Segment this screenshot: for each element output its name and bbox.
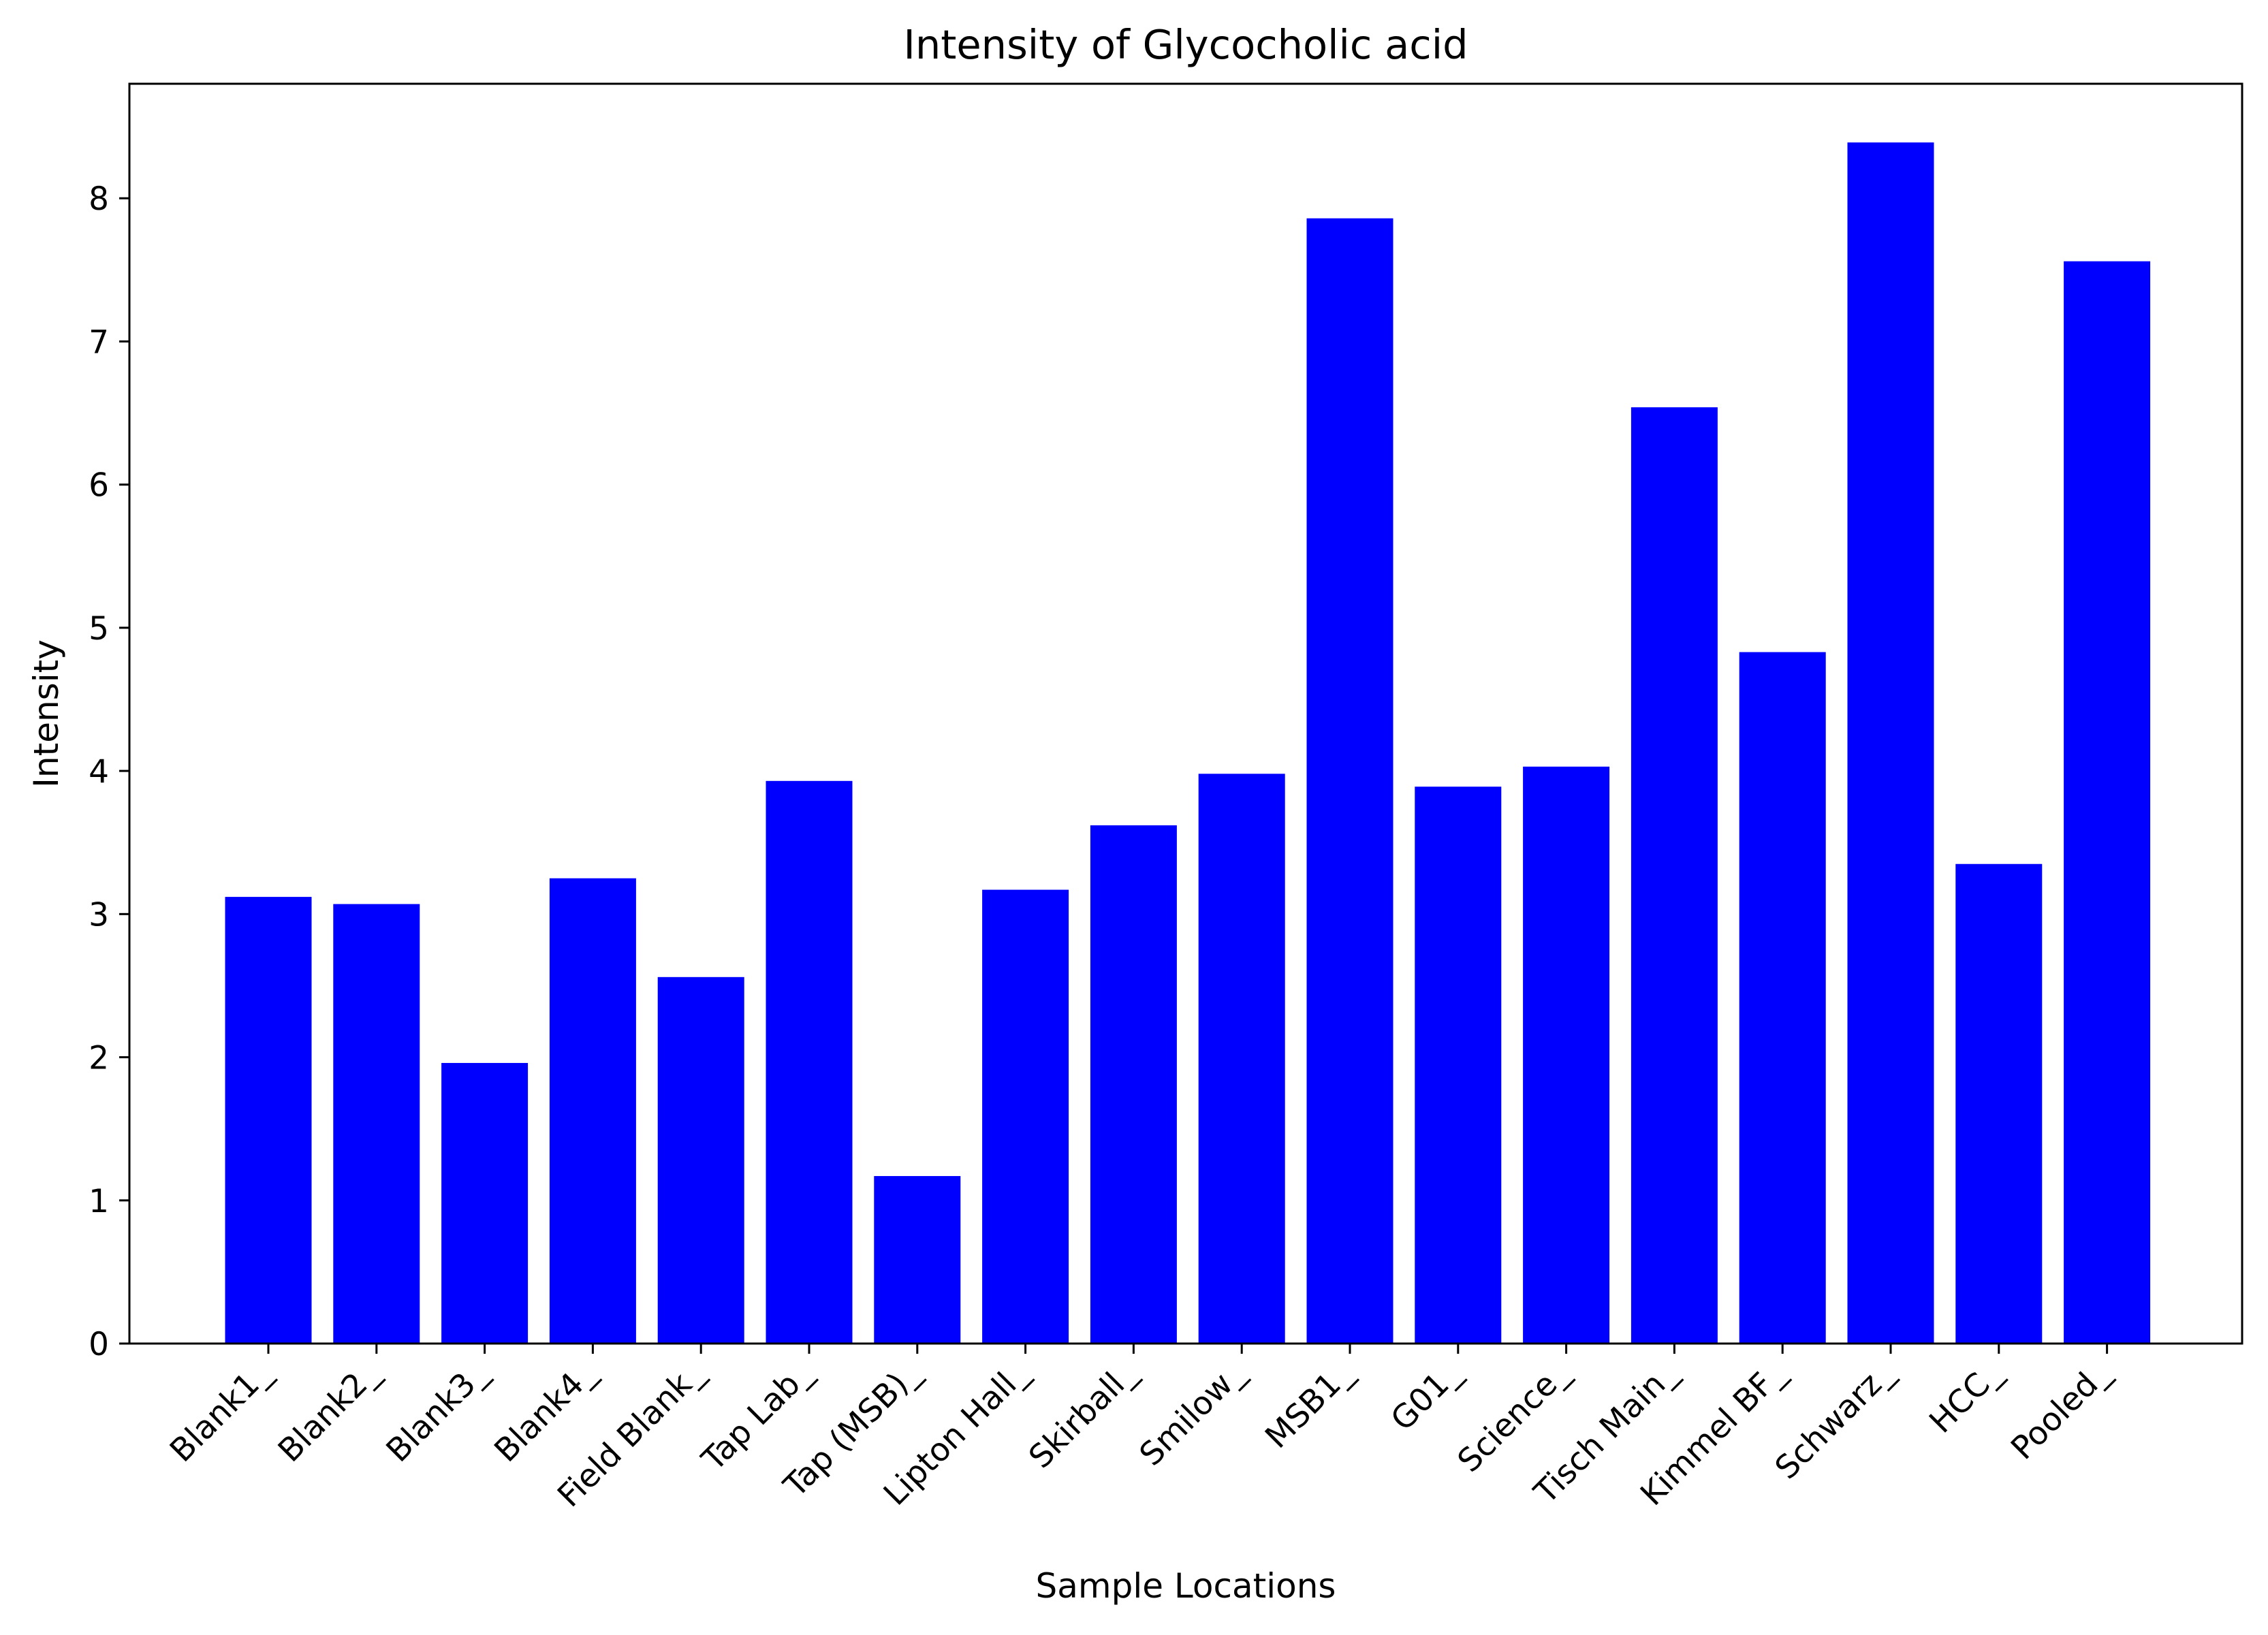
- y-tick-label: 2: [89, 1040, 109, 1077]
- bar: [1955, 863, 2043, 1344]
- bars-group: [225, 142, 2151, 1344]
- y-axis-ticks: 0 1 2 3 4 5 6 7 8: [89, 180, 129, 1363]
- plot-frame: [128, 82, 2243, 1345]
- bar: [1523, 766, 1610, 1344]
- y-tick-label: 3: [89, 896, 109, 934]
- bar: [1847, 142, 1934, 1344]
- bar: [441, 1062, 529, 1344]
- y-axis-label: Intensity: [27, 639, 66, 788]
- bar: [1198, 774, 1285, 1344]
- y-tick-label: 8: [89, 180, 109, 218]
- bar: [1415, 787, 1502, 1344]
- bar: [549, 878, 636, 1344]
- chart-title: Intensity of Glycocholic acid: [903, 21, 1468, 68]
- bar: [766, 780, 853, 1344]
- y-tick-label: 4: [89, 753, 109, 791]
- bar: [1739, 652, 1826, 1344]
- y-tick-label: 5: [89, 610, 109, 648]
- y-tick-label: 0: [89, 1326, 109, 1363]
- y-tick-label: 7: [89, 323, 109, 361]
- bar: [333, 904, 420, 1344]
- bar: [225, 897, 312, 1344]
- bar: [2064, 261, 2151, 1344]
- x-axis-label: Sample Locations: [1036, 1566, 1336, 1606]
- bar: [1306, 218, 1393, 1344]
- bar: [1090, 825, 1177, 1344]
- y-tick-label: 6: [89, 467, 109, 505]
- bar: [657, 977, 744, 1344]
- bar: [982, 889, 1069, 1344]
- y-tick-label: 1: [89, 1183, 109, 1220]
- bar: [874, 1176, 961, 1344]
- bar: [1631, 407, 1718, 1344]
